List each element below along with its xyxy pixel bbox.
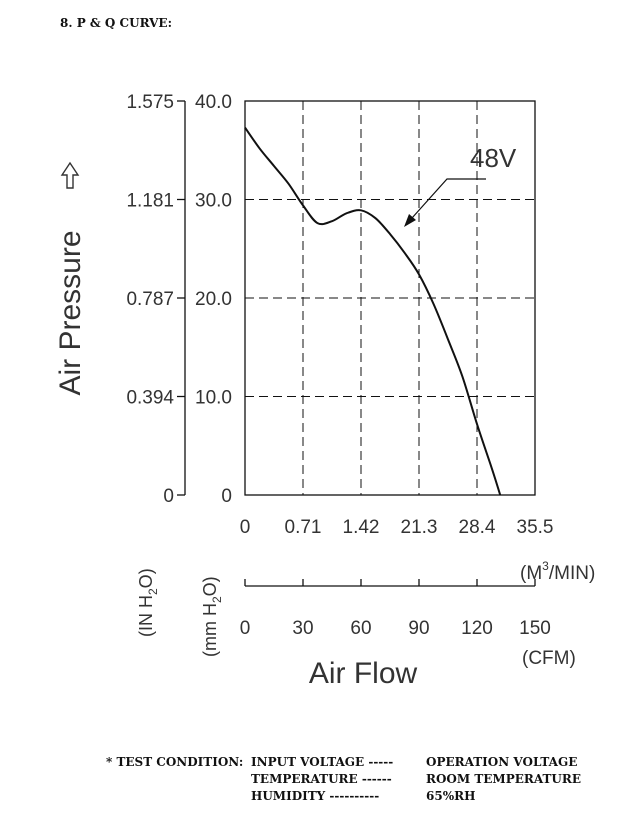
test-condition-value: OPERATION VOLTAGE (426, 755, 577, 769)
test-condition-name: HUMIDITY ---------- (251, 789, 379, 803)
y-tick-label-in: 1.575 (126, 92, 174, 113)
x-tick-label-m3: 0 (240, 517, 251, 538)
series-leader-line (411, 178, 486, 219)
x-tick-label-cfm: 60 (350, 618, 371, 639)
x-tick-label-m3: 1.42 (343, 517, 380, 538)
grid (245, 101, 535, 495)
y-tick-label-mm: 0 (221, 486, 232, 507)
x-axis-title: Air Flow (309, 657, 418, 690)
x-tick-label-m3: 28.4 (459, 517, 496, 538)
test-condition-lines: INPUT VOLTAGE ----- OPERATION VOLTAGE TEMP… (251, 755, 581, 803)
x-tick-label-m3: 35.5 (517, 517, 554, 538)
y-tick-label-in: 0.787 (126, 289, 174, 310)
x-ticks-cfm: 0 30 60 90 120 150 (240, 618, 551, 639)
y-axis-title: Air Pressure (54, 230, 87, 395)
y-tick-label-mm: 30.0 (195, 191, 232, 212)
series-line-48v (244, 127, 502, 496)
y-tick-marks (177, 100, 185, 496)
y-tick-label-mm: 10.0 (195, 388, 232, 409)
y-unit-mm: (mm H2O) (200, 576, 224, 657)
page-heading: 8. P & Q CURVE: (60, 16, 172, 30)
x-ticks-m3: 0 0.71 1.42 21.3 28.4 35.5 (240, 517, 554, 538)
y-ticks-in: 0 0.394 0.787 1.181 1.575 (126, 92, 174, 507)
x-unit-m3: (M3/MIN) (520, 559, 595, 584)
x-tick-label-cfm: 0 (240, 618, 251, 639)
test-condition-value: ROOM TEMPERATURE (426, 772, 581, 786)
x-tick-label-cfm: 150 (519, 618, 551, 639)
test-condition-name: INPUT VOLTAGE ----- (251, 755, 393, 769)
x-tick-label-m3: 21.3 (401, 517, 438, 538)
x-tick-label-m3: 0.71 (285, 517, 322, 538)
test-condition-value: 65%RH (426, 789, 475, 803)
x-secondary-tick-marks (244, 579, 536, 586)
y-unit-in: (IN H2O) (136, 568, 160, 637)
series-label-48v: 48V (470, 143, 517, 173)
x-tick-label-cfm: 30 (292, 618, 313, 639)
x-tick-label-cfm: 120 (461, 618, 493, 639)
series-leader-arrowhead (404, 214, 416, 227)
y-ticks-mm: 0 10.0 20.0 30.0 40.0 (195, 92, 232, 507)
x-tick-label-cfm: 90 (408, 618, 429, 639)
x-unit-cfm: (CFM) (522, 648, 576, 669)
up-arrow-icon (60, 161, 80, 189)
y-tick-label-mm: 40.0 (195, 92, 232, 113)
y-tick-label-in: 0 (163, 486, 174, 507)
y-tick-label-in: 1.181 (126, 191, 174, 212)
y-tick-label-mm: 20.0 (195, 289, 232, 310)
test-condition-label: * TEST CONDITION: (106, 755, 243, 769)
y-tick-label-in: 0.394 (126, 388, 174, 409)
test-condition-name: TEMPERATURE ------ (251, 772, 392, 786)
